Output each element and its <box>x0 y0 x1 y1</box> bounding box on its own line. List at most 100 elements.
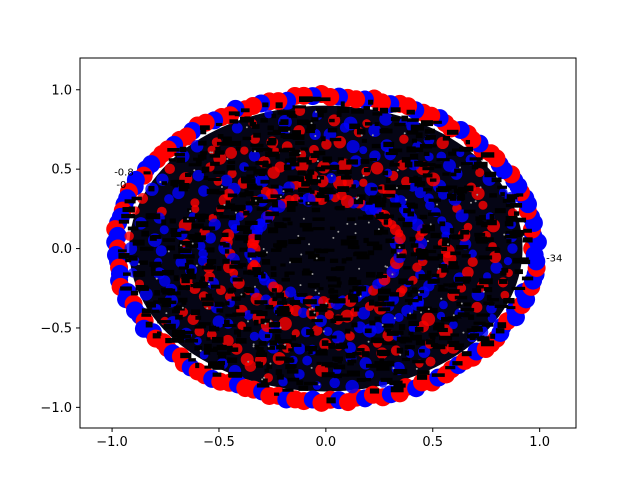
label-mark <box>269 292 274 296</box>
plot-marks <box>106 85 547 412</box>
label-mark <box>168 158 176 162</box>
label-mark <box>210 284 221 289</box>
label-mark <box>245 191 254 197</box>
label-mark <box>235 235 249 241</box>
label-mark <box>448 343 461 348</box>
label-mark <box>279 121 288 125</box>
label-mark <box>162 238 176 242</box>
label-mark <box>237 333 242 338</box>
label-mark <box>337 186 350 192</box>
label-mark <box>385 238 395 244</box>
label-mark <box>385 328 392 333</box>
label-mark <box>315 306 328 312</box>
label-mark <box>180 230 189 234</box>
speckle-point <box>367 340 370 343</box>
label-mark <box>145 321 153 328</box>
interior-point <box>365 370 374 380</box>
x-tick-label: 1.0 <box>529 435 550 450</box>
speckle-point <box>283 343 286 346</box>
label-mark <box>368 299 375 306</box>
label-mark <box>298 176 305 182</box>
label-mark <box>401 115 409 122</box>
label-mark <box>462 279 470 284</box>
interior-point <box>191 205 200 214</box>
speckle-point <box>314 289 317 292</box>
label-mark <box>412 359 425 364</box>
label-mark <box>409 177 422 183</box>
label-mark <box>469 157 483 161</box>
label-mark <box>363 237 369 243</box>
label-mark <box>249 122 257 127</box>
speckle-point <box>253 150 256 153</box>
label-mark <box>302 299 317 305</box>
label-mark <box>405 280 414 285</box>
label-mark <box>212 346 218 352</box>
label-mark <box>336 111 342 117</box>
label-mark <box>212 372 222 377</box>
label-mark <box>415 339 426 346</box>
label-mark <box>309 190 315 194</box>
label-mark <box>301 270 313 276</box>
speckle-point <box>288 261 291 264</box>
label-mark <box>521 276 534 281</box>
label-mark <box>374 316 381 322</box>
label-mark <box>245 201 260 206</box>
interior-point <box>503 256 513 266</box>
y-tick-label: 0.5 <box>51 163 72 178</box>
label-mark <box>251 147 263 153</box>
speckle-point <box>317 292 320 295</box>
label-mark <box>130 290 139 296</box>
label-mark <box>510 203 523 208</box>
label-mark <box>227 193 238 198</box>
label-mark <box>183 216 196 223</box>
label-mark <box>128 206 135 213</box>
label-mark <box>327 277 341 282</box>
label-mark <box>368 197 381 204</box>
label-mark <box>488 302 495 306</box>
label-mark <box>213 170 226 175</box>
label-mark <box>370 187 377 191</box>
label-mark <box>407 211 415 217</box>
interior-point <box>490 261 503 274</box>
speckle-point <box>253 285 256 288</box>
label-mark <box>267 345 275 350</box>
label-mark <box>427 270 432 276</box>
label-mark <box>191 223 204 229</box>
label-mark <box>209 325 217 332</box>
label-mark <box>146 301 156 308</box>
label-mark <box>284 271 289 278</box>
label-mark <box>446 129 459 135</box>
label-mark <box>274 337 282 343</box>
interior-point <box>139 287 153 301</box>
label-mark <box>265 304 274 310</box>
label-mark <box>239 192 246 198</box>
x-tick-label: −1.0 <box>96 435 128 450</box>
label-mark <box>217 134 224 139</box>
interior-point <box>240 146 249 155</box>
label-mark <box>173 306 184 311</box>
label-mark <box>268 227 279 234</box>
label-mark <box>439 221 446 227</box>
label-mark <box>349 277 357 282</box>
speckle-point <box>267 345 270 348</box>
label-mark <box>230 140 242 146</box>
label-mark <box>128 255 138 261</box>
label-mark <box>262 102 269 108</box>
label-mark <box>368 99 374 105</box>
label-mark <box>448 289 460 294</box>
label-mark <box>442 237 448 244</box>
label-mark <box>396 253 406 259</box>
label-mark <box>232 277 243 282</box>
label-mark <box>473 321 486 325</box>
interior-point <box>443 159 456 172</box>
label-mark <box>202 301 214 307</box>
label-mark <box>481 322 494 327</box>
interior-point <box>137 192 149 204</box>
label-mark <box>353 252 364 257</box>
label-mark <box>308 349 313 355</box>
label-mark <box>378 352 389 357</box>
interior-point <box>489 251 502 264</box>
label-mark <box>287 221 293 226</box>
label-mark <box>390 248 397 254</box>
label-mark <box>173 179 185 185</box>
